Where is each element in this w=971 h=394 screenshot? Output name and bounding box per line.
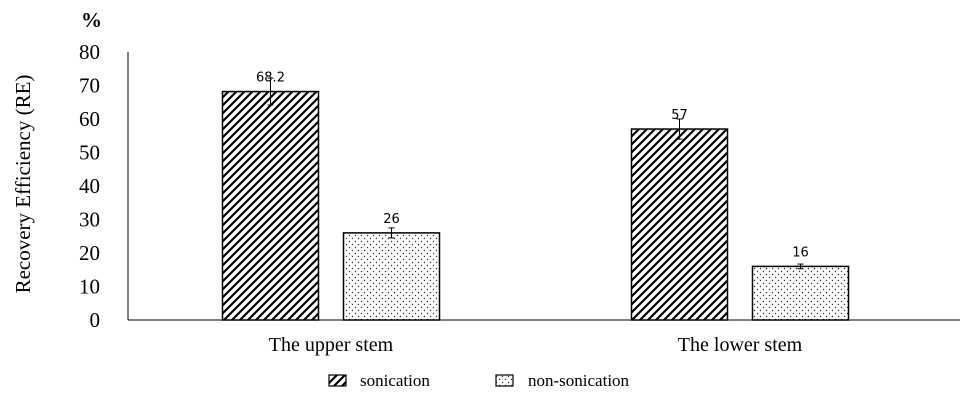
data-label: 68.2 [256, 71, 285, 86]
legend: sonication non-sonication [328, 371, 630, 390]
bar-sonication-1 [630, 128, 729, 321]
y-tick-label: 70 [79, 74, 100, 98]
data-label: 57 [671, 108, 688, 123]
data-label: 26 [383, 212, 400, 227]
y-tick-label: 10 [79, 275, 100, 299]
bar-non-sonication-1 [751, 265, 850, 321]
legend-swatch-sonication [328, 374, 347, 387]
y-tick-label: 60 [79, 107, 100, 131]
x-category-label: The lower stem [678, 334, 803, 356]
unit-label: % [81, 8, 102, 32]
y-axis-ticks: 0 10 20 30 40 50 60 70 80 [79, 40, 100, 332]
bar-non-sonication-0 [342, 232, 441, 321]
legend-label: sonication [360, 371, 430, 390]
legend-label: non-sonication [528, 371, 630, 390]
x-category-label: The upper stem [269, 334, 394, 356]
y-tick-label: 0 [90, 308, 101, 332]
y-tick-label: 40 [79, 174, 100, 198]
category-labels: The upper stem The lower stem [269, 334, 803, 356]
bars-group: 68.2 26 57 16 [221, 71, 850, 321]
bar-sonication-0 [221, 90, 320, 321]
y-tick-label: 30 [79, 208, 100, 232]
y-tick-label: 80 [79, 40, 100, 64]
y-tick-label: 20 [79, 241, 100, 265]
data-label: 16 [792, 245, 809, 260]
legend-swatch-non-sonication [495, 374, 514, 387]
y-axis-title: Recovery Efficiency (RE) [11, 75, 35, 294]
y-tick-label: 50 [79, 141, 100, 165]
